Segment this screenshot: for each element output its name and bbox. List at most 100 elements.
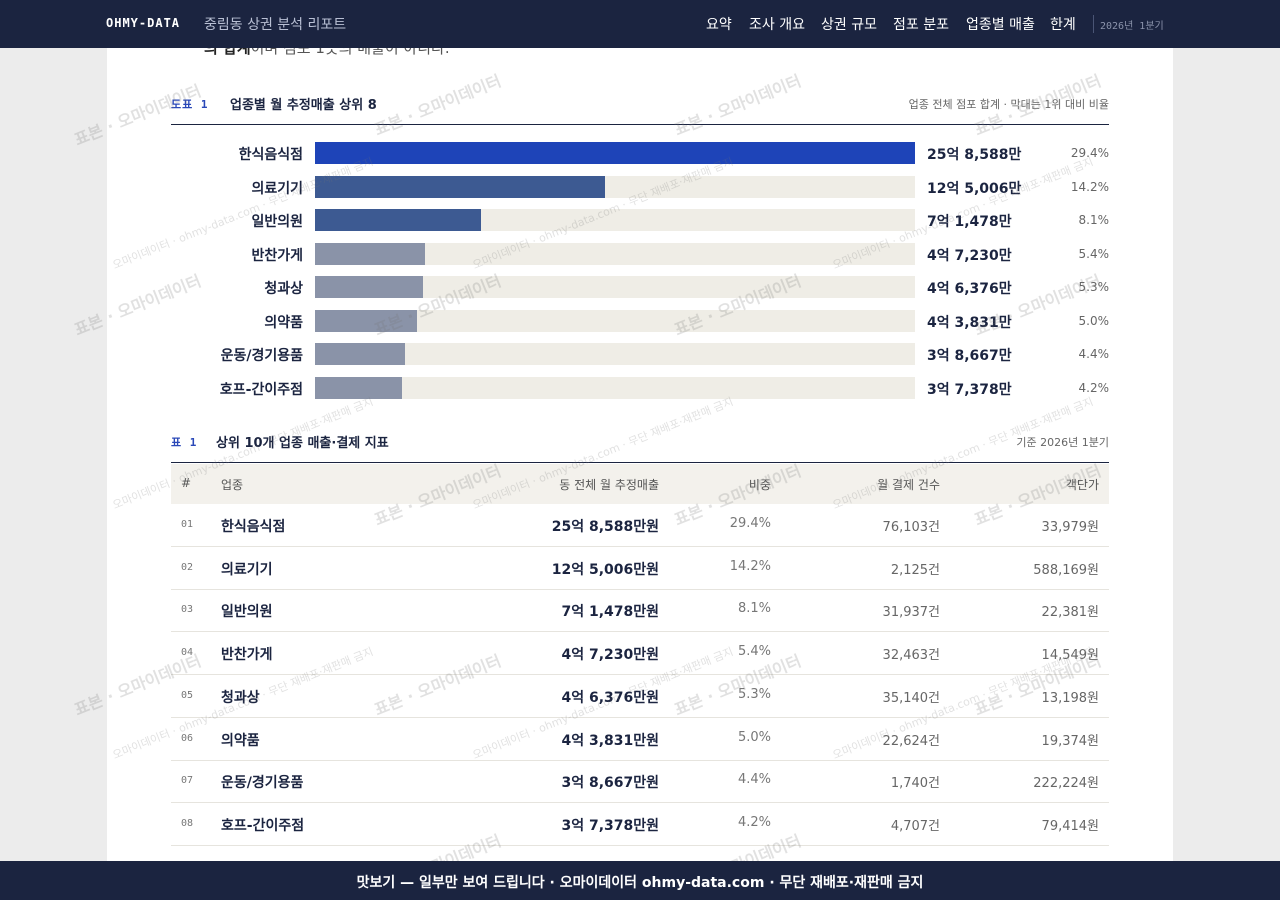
row-avg-ticket: 19,374원 — [1041, 733, 1099, 749]
table-row: 08 호프-간이주점 3억 7,378만원 4.2% 4,707건 79,414원 — [171, 803, 1109, 846]
bar-track — [315, 242, 915, 265]
row-industry: 반찬가게 — [221, 647, 273, 664]
row-payment-count: 32,463건 — [882, 648, 940, 664]
bar-track — [315, 309, 915, 332]
nav-link-summary[interactable]: 요약 — [706, 17, 732, 33]
bar-value-label: 3억 8,667만 — [927, 348, 1012, 364]
report-page: 의 합계이며 점포 1곳의 매출이 아니다. 도표 1 업종별 월 추정매출 상… — [107, 40, 1173, 900]
bar-track — [315, 209, 915, 231]
bar — [315, 276, 423, 298]
bar-value-label: 4억 6,376만 — [927, 281, 1012, 297]
bar-category-label: 반찬가게 — [251, 247, 303, 264]
bar — [315, 242, 425, 265]
row-payment-count: 4,707건 — [890, 818, 940, 834]
row-industry: 청과상 — [221, 689, 260, 706]
row-payment-count: 1,740건 — [890, 776, 940, 792]
bar-row: 한식음식점 25억 8,588만 29.4% — [171, 142, 1109, 166]
row-payment-count: 76,103건 — [882, 520, 940, 535]
bar-percent-label: 4.4% — [1078, 347, 1110, 361]
row-industry: 일반의원 — [221, 604, 273, 621]
bar-category-label: 일반의원 — [251, 214, 303, 230]
bar — [315, 376, 402, 399]
figure-title: 업종별 월 추정매출 상위 8 — [230, 98, 377, 113]
nav-link-sales-by-industry[interactable]: 업종별 매출 — [966, 17, 1035, 33]
figure-label: 도표 1 — [171, 98, 209, 111]
bar-track — [315, 276, 915, 298]
row-monthly-sales: 3억 8,667만원 — [561, 775, 659, 792]
table-row: 02 의료기기 12억 5,006만원 14.2% 2,125건 588,169원 — [171, 547, 1109, 590]
nav-link-overview[interactable]: 조사 개요 — [749, 17, 805, 33]
bar-percent-label: 4.2% — [1078, 380, 1110, 395]
th-monthly-sales: 동 전체 월 추정매출 — [559, 478, 659, 492]
row-industry: 호프-간이주점 — [221, 817, 305, 834]
row-share: 4.2% — [737, 814, 771, 830]
bar-track — [315, 343, 915, 365]
row-avg-ticket: 33,979원 — [1041, 520, 1099, 535]
table-label: 표 1 — [171, 436, 198, 449]
nav-link-market-size[interactable]: 상권 규모 — [821, 17, 877, 33]
row-share: 4.4% — [737, 772, 771, 788]
nav-divider — [1093, 15, 1094, 33]
bar-category-label: 청과상 — [264, 281, 303, 297]
table-row: 04 반찬가게 4억 7,230만원 5.4% 32,463건 14,549원 — [171, 632, 1109, 676]
bar — [315, 175, 606, 198]
bar-category-label: 의료기기 — [251, 180, 303, 197]
row-share: 5.0% — [737, 729, 771, 745]
row-share: 5.3% — [737, 686, 771, 702]
top-navigation-bar: OHMY-DATA 중림동 상권 분석 리포트 요약 조사 개요 상권 규모 점… — [0, 0, 1280, 48]
row-share: 8.1% — [737, 601, 771, 617]
row-share: 5.4% — [737, 644, 771, 660]
bar-category-label: 한식음식점 — [238, 147, 303, 163]
preview-footer-banner: 맛보기 — 일부만 보여 드립니다 · 오마이데이터 ohmy-data.com… — [0, 861, 1280, 900]
row-industry: 의료기기 — [221, 561, 273, 578]
row-monthly-sales: 4억 6,376만원 — [561, 689, 659, 706]
row-monthly-sales: 12억 5,006만원 — [551, 561, 659, 578]
th-industry: 업종 — [221, 478, 244, 492]
row-industry: 의약품 — [221, 732, 260, 749]
table-row: 05 청과상 4억 6,376만원 5.3% 35,140건 13,198원 — [171, 675, 1109, 718]
row-avg-ticket: 14,549원 — [1041, 648, 1099, 664]
table-row: 03 일반의원 7억 1,478만원 8.1% 31,937건 22,381원 — [171, 589, 1109, 633]
row-rank: 07 — [181, 775, 194, 787]
row-payment-count: 31,937건 — [882, 605, 940, 621]
bar-percent-label: 29.4% — [1070, 146, 1109, 160]
figure-header: 도표 1 업종별 월 추정매출 상위 8 업종 전체 점포 합계 · 막대는 1… — [171, 96, 1109, 125]
row-avg-ticket: 222,224원 — [1033, 776, 1099, 792]
bar-value-label: 7억 1,478만 — [927, 214, 1012, 230]
bar-percent-label: 5.0% — [1078, 313, 1110, 328]
bar-value-label: 25억 8,588만 — [927, 147, 1022, 163]
row-payment-count: 2,125건 — [890, 562, 940, 578]
brand-logo[interactable]: OHMY-DATA — [106, 16, 181, 30]
row-rank: 03 — [181, 604, 194, 616]
table-note: 기준 2026년 1분기 — [1016, 436, 1109, 449]
bar — [315, 343, 405, 365]
table-row: 01 한식음식점 25억 8,588만원 29.4% 76,103건 33,979원 — [171, 504, 1109, 547]
bar-percent-label: 5.4% — [1078, 246, 1110, 261]
row-avg-ticket: 79,414원 — [1041, 818, 1099, 834]
row-rank: 02 — [181, 561, 194, 573]
bar-track — [315, 175, 915, 198]
row-monthly-sales: 3억 7,378만원 — [561, 817, 659, 834]
nav-link-limitations[interactable]: 한계 — [1050, 17, 1076, 33]
bar-row: 일반의원 7억 1,478만 8.1% — [171, 209, 1109, 233]
bar-row: 반찬가게 4억 7,230만 5.4% — [171, 242, 1110, 267]
row-monthly-sales: 4억 3,831만원 — [561, 732, 659, 749]
row-rank: 05 — [181, 689, 194, 701]
table-header: 표 1 상위 10개 업종 매출·결제 지표 기준 2026년 1분기 — [171, 434, 1109, 463]
report-title: 중림동 상권 분석 리포트 — [204, 17, 347, 33]
table-row: 06 의약품 4억 3,831만원 5.0% 22,624건 19,374원 — [171, 718, 1109, 761]
bar-category-label: 의약품 — [264, 314, 303, 331]
bar-track — [315, 376, 915, 399]
row-payment-count: 22,624건 — [882, 733, 940, 749]
bar — [315, 142, 915, 164]
bar-percent-label: 14.2% — [1070, 179, 1109, 194]
bar-category-label: 운동/경기용품 — [220, 348, 303, 364]
figure-note: 업종 전체 점포 합계 · 막대는 1위 대비 비율 — [908, 98, 1109, 111]
bar-row: 호프-간이주점 3억 7,378만 4.2% — [171, 376, 1110, 401]
bar-category-label: 호프-간이주점 — [219, 381, 303, 398]
bar-row: 의약품 4억 3,831만 5.0% — [171, 309, 1110, 334]
nav-period-label: 2026년 1분기 — [1100, 21, 1164, 32]
bar-row: 운동/경기용품 3억 8,667만 4.4% — [171, 343, 1109, 367]
nav-link-store-distribution[interactable]: 점포 분포 — [893, 17, 949, 33]
th-avg-ticket: 객단가 — [1065, 478, 1099, 492]
